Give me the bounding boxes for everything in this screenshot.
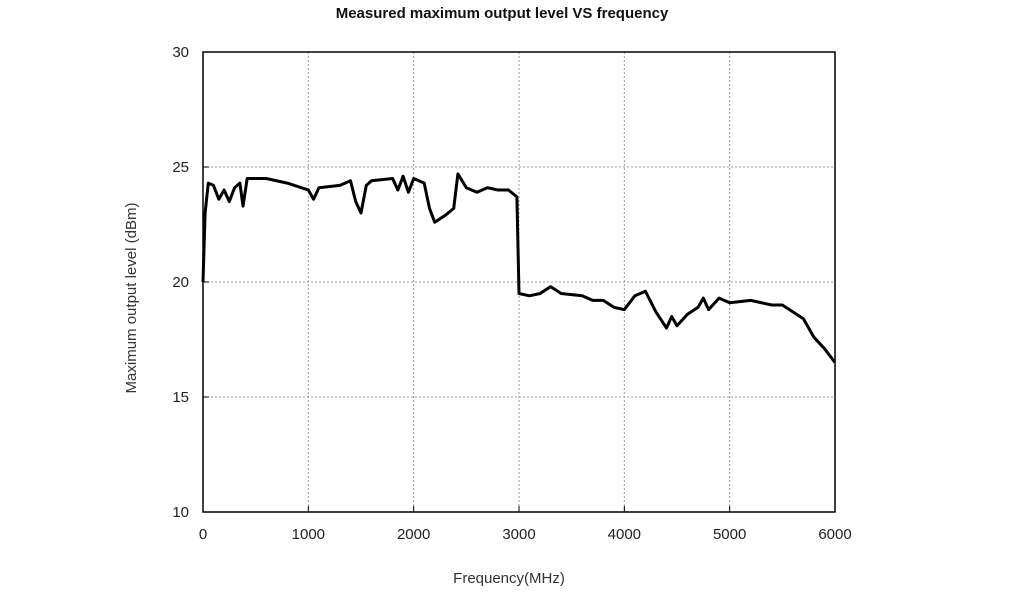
y-tick-label: 15 — [172, 389, 189, 406]
x-tick-label: 4000 — [608, 526, 641, 543]
series-line — [201, 172, 837, 364]
x-tick-label: 6000 — [818, 526, 851, 543]
x-tick-label: 0 — [199, 526, 207, 543]
y-axis-label: Maximum output level (dBm) — [123, 203, 140, 394]
ticks: 0 1000 2000 3000 4000 5000 6000 10 15 20 25 30 — [172, 44, 851, 543]
x-tick-label: 2000 — [397, 526, 430, 543]
y-tick-label: 20 — [172, 274, 189, 291]
y-tick-label: 30 — [172, 44, 189, 61]
y-tick-label: 10 — [172, 504, 189, 521]
x-tick-label: 3000 — [502, 526, 535, 543]
x-tick-label: 1000 — [292, 526, 325, 543]
chart-title: Measured maximum output level VS frequen… — [336, 5, 669, 22]
x-axis-label: Frequency(MHz) — [453, 570, 565, 587]
y-tick-label: 25 — [172, 159, 189, 176]
x-tick-label: 5000 — [713, 526, 746, 543]
